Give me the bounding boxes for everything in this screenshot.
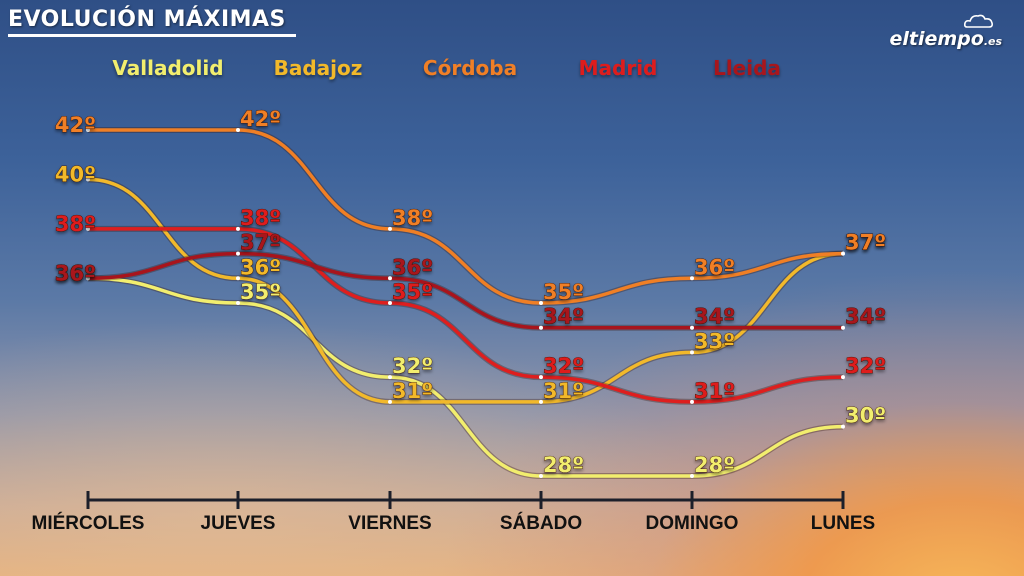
legend-item: Valladolid [112,56,223,80]
data-point [236,251,240,256]
value-label: 42º [55,113,96,137]
data-point [841,375,845,380]
data-point [690,325,694,330]
series-line [88,128,844,305]
data-point [388,301,392,305]
data-point [539,399,543,404]
value-label: 36º [55,261,96,285]
data-point [388,375,392,380]
chart-title: EVOLUCIÓN MÁXIMAS [8,4,296,37]
value-label: 36º [55,261,96,285]
series-line [87,177,844,404]
data-point [690,474,694,478]
x-tick-label: VIERNES [348,513,431,534]
data-point [236,226,240,231]
data-point [236,301,240,305]
value-label: 31º [543,379,584,403]
data-point [539,375,543,380]
cloud-icon [964,14,993,28]
series-line [87,276,844,478]
legend-item: Córdoba [423,56,517,80]
logo-name: eltiempo [889,28,984,50]
data-point [86,276,90,281]
series-lines [86,127,845,480]
data-point [690,399,694,404]
data-point [236,128,240,132]
data-point [86,177,90,182]
value-label: 28º [694,453,735,477]
data-point [841,325,845,330]
x-axis: MIÉRCOLES JUEVES VIERNES SÁBADO DOMINGO LUNES [32,491,875,534]
value-label: 38º [392,206,433,230]
data-point [86,226,90,231]
value-label: 37º [845,231,886,255]
value-label: 36º [240,255,281,279]
legend-item: Madrid [579,56,658,80]
data-point [841,424,845,429]
x-tick-label: LUNES [811,513,875,534]
value-label: 38º [240,206,281,230]
value-label: 32º [543,354,584,378]
x-tick-label: DOMINGO [646,513,739,534]
value-label: 40º [55,162,96,186]
x-tick-label: JUEVES [201,513,276,534]
value-label: 31º [392,379,433,403]
chart-legend: Valladolid Badajoz Córdoba Madrid Lleida [112,56,781,80]
value-label: 34º [543,305,584,329]
value-label: 33º [694,329,735,353]
data-point [539,301,543,305]
value-label: 36º [392,255,433,279]
data-point [690,350,694,355]
value-label: 32º [845,354,886,378]
eltiempo-logo: eltiempo.es [889,14,1002,50]
data-point [388,276,392,281]
value-label: 32º [392,354,433,378]
legend-item: Badajoz [274,56,363,80]
data-point [539,325,543,330]
series-line [87,251,843,330]
data-point [86,128,90,132]
logo-suffix: .es [983,35,1002,48]
x-tick-label: SÁBADO [500,512,582,534]
value-label: 35º [240,280,281,304]
value-label: 35º [543,280,584,304]
value-label: 37º [845,231,886,255]
data-point [841,251,845,256]
data-point [690,276,694,281]
value-label: 28º [543,453,584,477]
data-point [236,276,240,281]
value-label: 38º [55,212,96,236]
data-point [539,474,543,478]
value-label: 42º [240,107,281,131]
value-label: 34º [845,305,886,329]
value-label: 30º [845,404,886,428]
value-label: 35º [392,280,433,304]
value-label: 37º [240,231,281,255]
data-point [388,399,392,404]
value-label: 31º [694,379,735,403]
legend-item: Lleida [713,56,781,80]
value-label: 34º [694,305,735,329]
value-label: 36º [694,255,735,279]
series-line-shadow [87,176,844,405]
data-point [388,226,392,231]
x-tick-label: MIÉRCOLES [32,512,145,534]
series-line [88,227,844,404]
